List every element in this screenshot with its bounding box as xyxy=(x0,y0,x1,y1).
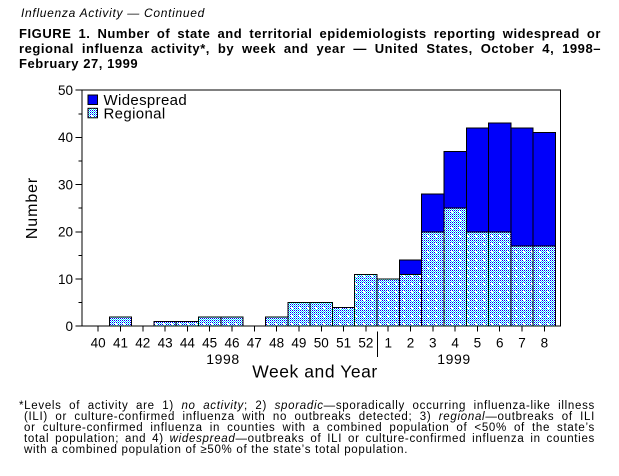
svg-text:42: 42 xyxy=(135,336,150,351)
svg-text:47: 47 xyxy=(247,336,262,351)
svg-text:46: 46 xyxy=(224,336,239,351)
svg-text:1998: 1998 xyxy=(206,351,240,367)
svg-text:10: 10 xyxy=(58,272,73,287)
svg-text:7: 7 xyxy=(518,336,526,351)
svg-text:2: 2 xyxy=(407,336,415,351)
svg-text:40: 40 xyxy=(91,336,106,351)
svg-text:3: 3 xyxy=(429,336,437,351)
svg-text:8: 8 xyxy=(541,336,549,351)
svg-text:51: 51 xyxy=(336,336,351,351)
svg-text:50: 50 xyxy=(58,83,73,98)
svg-text:1: 1 xyxy=(384,336,392,351)
svg-text:43: 43 xyxy=(158,336,173,351)
svg-text:Regional: Regional xyxy=(104,105,166,122)
svg-text:6: 6 xyxy=(496,336,504,351)
svg-text:20: 20 xyxy=(58,225,73,240)
svg-text:41: 41 xyxy=(113,336,128,351)
svg-text:5: 5 xyxy=(474,336,482,351)
svg-text:44: 44 xyxy=(180,336,196,351)
svg-text:Week and Year: Week and Year xyxy=(252,361,378,381)
svg-text:30: 30 xyxy=(58,177,73,192)
svg-text:4: 4 xyxy=(451,336,459,351)
svg-text:45: 45 xyxy=(202,336,217,351)
svg-text:1999: 1999 xyxy=(437,351,471,367)
svg-text:50: 50 xyxy=(314,336,329,351)
svg-text:0: 0 xyxy=(65,319,73,334)
svg-text:48: 48 xyxy=(269,336,284,351)
svg-text:52: 52 xyxy=(358,336,373,351)
svg-text:40: 40 xyxy=(58,130,73,145)
svg-text:Number: Number xyxy=(24,177,41,239)
svg-text:Widespread: Widespread xyxy=(104,92,188,109)
svg-text:49: 49 xyxy=(291,336,306,351)
